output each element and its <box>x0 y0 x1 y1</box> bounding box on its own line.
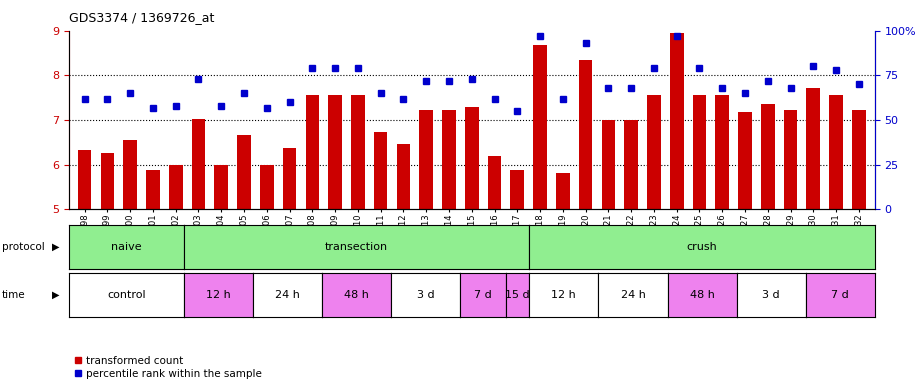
Text: 24 h: 24 h <box>620 290 646 300</box>
Bar <box>374 132 387 209</box>
Bar <box>237 135 251 209</box>
Text: crush: crush <box>687 242 717 252</box>
Text: 7 d: 7 d <box>832 290 849 300</box>
Text: ▶: ▶ <box>52 290 60 300</box>
Bar <box>670 33 683 209</box>
Text: GDS3374 / 1369726_at: GDS3374 / 1369726_at <box>69 12 214 25</box>
Bar <box>487 156 501 209</box>
Bar <box>191 119 205 209</box>
Text: 24 h: 24 h <box>275 290 300 300</box>
Bar <box>328 94 342 209</box>
Text: 15 d: 15 d <box>506 290 530 300</box>
Bar <box>738 113 752 209</box>
Bar <box>829 96 843 209</box>
Text: protocol: protocol <box>2 242 45 252</box>
Bar <box>351 94 365 209</box>
Text: 48 h: 48 h <box>690 290 714 300</box>
Text: time: time <box>2 290 26 300</box>
Bar <box>124 140 137 209</box>
Bar <box>306 96 319 209</box>
Bar <box>852 110 866 209</box>
Bar <box>602 120 616 209</box>
Text: 48 h: 48 h <box>344 290 369 300</box>
Text: ▶: ▶ <box>52 242 60 252</box>
Bar <box>579 60 593 209</box>
Text: 3 d: 3 d <box>762 290 780 300</box>
Bar <box>533 45 547 209</box>
Text: control: control <box>107 290 146 300</box>
Bar <box>214 165 228 209</box>
Text: 3 d: 3 d <box>417 290 434 300</box>
Bar <box>556 173 570 209</box>
Bar <box>420 110 433 209</box>
Bar <box>78 150 92 209</box>
Text: 12 h: 12 h <box>206 290 231 300</box>
Bar <box>784 110 797 209</box>
Bar <box>101 152 114 209</box>
Bar <box>510 170 524 209</box>
Bar <box>169 165 182 209</box>
Text: 7 d: 7 d <box>474 290 492 300</box>
Text: naive: naive <box>111 242 142 252</box>
Bar <box>715 96 729 209</box>
Legend: transformed count, percentile rank within the sample: transformed count, percentile rank withi… <box>74 356 262 379</box>
Bar <box>397 144 410 209</box>
Bar <box>260 165 274 209</box>
Bar <box>283 148 297 209</box>
Bar <box>465 107 478 209</box>
Bar <box>147 170 159 209</box>
Bar <box>692 96 706 209</box>
Bar <box>647 94 660 209</box>
Bar <box>761 104 775 209</box>
Text: 12 h: 12 h <box>551 290 576 300</box>
Text: transection: transection <box>325 242 388 252</box>
Bar <box>806 88 820 209</box>
Bar <box>625 120 638 209</box>
Bar <box>442 110 456 209</box>
